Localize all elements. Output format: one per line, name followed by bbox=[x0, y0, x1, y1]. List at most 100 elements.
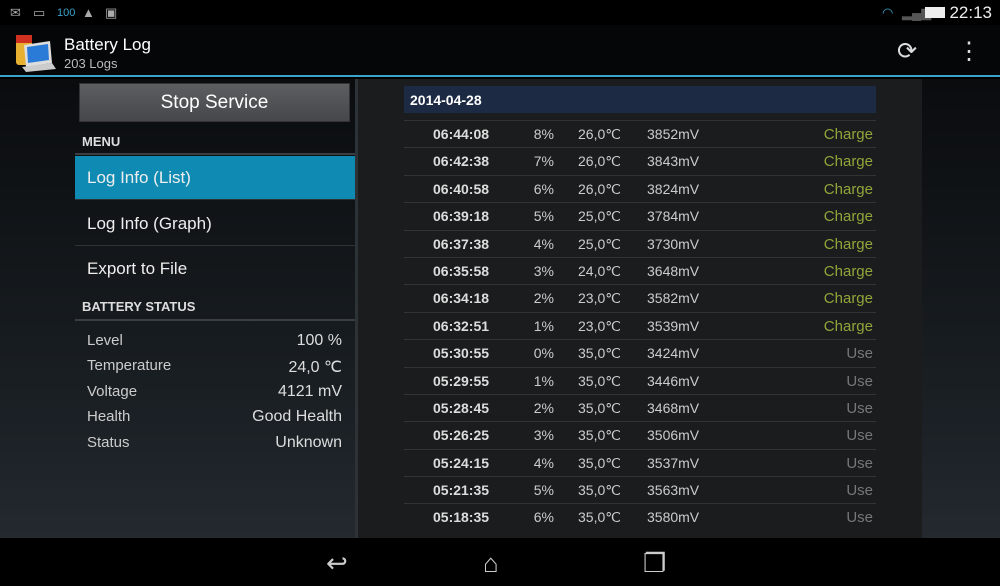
divider bbox=[75, 319, 355, 321]
log-time: 05:29:55 bbox=[433, 372, 490, 389]
log-temperature: 25,0℃ bbox=[578, 235, 621, 252]
log-state: Charge bbox=[823, 235, 873, 253]
log-level: 4% bbox=[533, 454, 554, 471]
log-voltage: 3468mV bbox=[647, 399, 700, 416]
log-state: Use bbox=[846, 509, 873, 527]
log-voltage: 3539mV bbox=[647, 317, 700, 334]
log-temperature: 35,0℃ bbox=[578, 345, 621, 362]
log-temperature: 35,0℃ bbox=[578, 372, 621, 389]
log-row[interactable]: 06:40:58 6% 26,0℃ 3824mV Charge bbox=[404, 174, 876, 202]
log-time: 06:40:58 bbox=[433, 180, 490, 197]
log-row[interactable]: 06:32:51 1% 23,0℃ 3539mV Charge bbox=[404, 311, 876, 339]
log-voltage: 3537mV bbox=[647, 454, 700, 471]
log-time: 05:26:25 bbox=[433, 427, 490, 444]
log-voltage: 3824mV bbox=[647, 180, 700, 197]
overflow-menu-icon[interactable]: ⋮ bbox=[957, 38, 981, 65]
stop-service-button[interactable]: Stop Service bbox=[79, 83, 350, 122]
battery-status-header: BATTERY STATUS bbox=[82, 299, 196, 314]
log-level: 6% bbox=[533, 180, 554, 197]
clock: 22:13 bbox=[949, 3, 992, 22]
back-icon[interactable]: ↩ bbox=[326, 548, 348, 578]
log-state: Charge bbox=[823, 290, 873, 308]
log-time: 06:39:18 bbox=[433, 208, 490, 225]
recents-icon[interactable]: ❐ bbox=[643, 548, 667, 578]
log-temperature: 35,0℃ bbox=[578, 399, 621, 416]
log-row[interactable]: 05:28:45 2% 35,0℃ 3468mV Use bbox=[404, 393, 876, 421]
store-icon: ▣ bbox=[105, 5, 118, 20]
log-time: 06:35:58 bbox=[433, 262, 490, 279]
log-list[interactable]: 2014-04-28 06:44:08 8% 26,0℃ 3852mV Charge 06… bbox=[358, 79, 922, 538]
log-level: 4% bbox=[533, 235, 554, 252]
log-row[interactable]: 05:30:55 0% 35,0℃ 3424mV Use bbox=[404, 339, 876, 366]
log-time: 05:18:35 bbox=[433, 509, 490, 526]
log-temperature: 35,0℃ bbox=[578, 509, 621, 526]
log-time: 05:24:15 bbox=[433, 454, 490, 471]
log-state: Use bbox=[846, 482, 873, 500]
home-icon[interactable]: ⌂ bbox=[483, 548, 499, 578]
divider bbox=[75, 153, 355, 155]
log-time: 06:32:51 bbox=[433, 317, 490, 334]
log-temperature: 25,0℃ bbox=[578, 208, 621, 225]
log-state: Use bbox=[846, 399, 873, 417]
log-voltage: 3843mV bbox=[647, 153, 700, 170]
log-row[interactable]: 06:34:18 2% 23,0℃ 3582mV Charge bbox=[404, 284, 876, 311]
log-row[interactable]: 06:37:38 4% 25,0℃ 3730mV Charge bbox=[404, 229, 876, 257]
app-logo-icon bbox=[16, 35, 56, 72]
log-time: 05:28:45 bbox=[433, 399, 490, 416]
battery-level-text: 100 bbox=[57, 7, 76, 19]
menu-item-export[interactable]: Export to File bbox=[87, 259, 188, 278]
log-state: Charge bbox=[823, 262, 873, 280]
log-level: 5% bbox=[533, 482, 554, 499]
menu-item-log-list[interactable]: Log Info (List) bbox=[75, 156, 355, 200]
log-state: Charge bbox=[823, 208, 873, 226]
status-voltage: Voltage 4121 mV bbox=[87, 383, 342, 400]
log-temperature: 35,0℃ bbox=[578, 454, 621, 471]
log-temperature: 35,0℃ bbox=[578, 427, 621, 444]
refresh-icon[interactable]: ⟳ bbox=[896, 38, 918, 65]
log-time: 06:37:38 bbox=[433, 235, 490, 252]
log-row[interactable]: 06:35:58 3% 24,0℃ 3648mV Charge bbox=[404, 256, 876, 284]
log-level: 3% bbox=[533, 427, 554, 444]
log-voltage: 3784mV bbox=[647, 208, 700, 225]
log-temperature: 23,0℃ bbox=[578, 317, 621, 334]
log-level: 6% bbox=[533, 509, 554, 526]
log-voltage: 3648mV bbox=[647, 262, 700, 279]
log-time: 06:34:18 bbox=[433, 290, 490, 307]
log-row[interactable]: 05:29:55 1% 35,0℃ 3446mV Use bbox=[404, 366, 876, 394]
log-row[interactable]: 05:21:35 5% 35,0℃ 3563mV Use bbox=[404, 476, 876, 503]
log-level: 2% bbox=[533, 290, 554, 307]
log-row[interactable]: 05:24:15 4% 35,0℃ 3537mV Use bbox=[404, 448, 876, 476]
log-row[interactable]: 05:26:25 3% 35,0℃ 3506mV Use bbox=[404, 421, 876, 448]
status-status: Status Unknown bbox=[87, 434, 342, 451]
log-voltage: 3446mV bbox=[647, 372, 700, 389]
log-time: 06:44:08 bbox=[433, 126, 490, 142]
log-row[interactable]: 06:44:08 8% 26,0℃ 3852mV Charge bbox=[404, 120, 876, 147]
log-voltage: 3580mV bbox=[647, 509, 700, 526]
log-state: Charge bbox=[823, 126, 873, 143]
signal-icon: ▂▄▆ bbox=[902, 5, 932, 20]
gmail-icon: ✉ bbox=[10, 5, 21, 20]
log-state: Use bbox=[846, 372, 873, 390]
log-row[interactable]: 05:18:35 6% 35,0℃ 3580mV Use bbox=[404, 503, 876, 530]
log-level: 0% bbox=[533, 345, 554, 362]
log-time: 05:21:35 bbox=[433, 482, 490, 499]
sidebar: Stop Service MENU Log Info (List) Log In… bbox=[75, 79, 355, 538]
pane-divider bbox=[355, 79, 358, 538]
log-row[interactable]: 06:39:18 5% 25,0℃ 3784mV Charge bbox=[404, 202, 876, 229]
log-time: 05:30:55 bbox=[433, 345, 490, 362]
chart-icon: ▭ bbox=[33, 5, 46, 20]
log-temperature: 24,0℃ bbox=[578, 262, 621, 279]
log-state: Charge bbox=[823, 153, 873, 171]
log-temperature: 35,0℃ bbox=[578, 482, 621, 499]
log-level: 5% bbox=[533, 208, 554, 225]
log-voltage: 3730mV bbox=[647, 235, 700, 252]
date-header: 2014-04-28 bbox=[404, 86, 876, 113]
menu-item-log-graph[interactable]: Log Info (Graph) bbox=[75, 202, 355, 246]
log-level: 7% bbox=[533, 153, 554, 170]
log-temperature: 26,0℃ bbox=[578, 180, 621, 197]
log-state: Charge bbox=[823, 317, 873, 335]
app-title: Battery Log bbox=[64, 35, 151, 54]
nav-bar: ↩ ⌂ ❐ bbox=[0, 538, 1000, 586]
log-voltage: 3563mV bbox=[647, 482, 700, 499]
log-row[interactable]: 06:42:38 7% 26,0℃ 3843mV Charge bbox=[404, 147, 876, 174]
